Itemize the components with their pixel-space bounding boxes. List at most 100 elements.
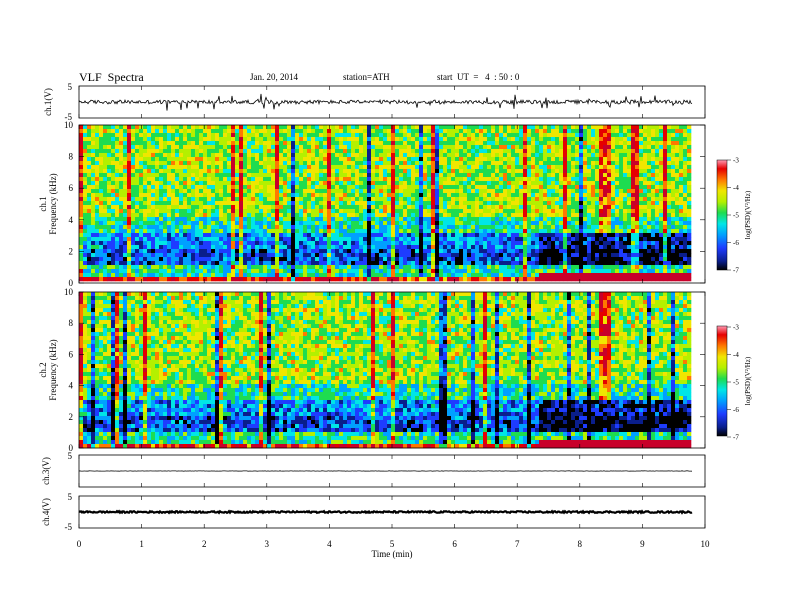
- spec1-cell: [687, 245, 692, 250]
- spec1-cell: [643, 181, 648, 186]
- spec1-cell: [147, 193, 152, 198]
- spec1-cell: [287, 201, 292, 206]
- spec1-cell: [423, 201, 428, 206]
- spec1-cell: [239, 197, 244, 202]
- spec1-cell: [79, 133, 84, 138]
- spec1-cell: [555, 189, 560, 194]
- spec1-cell: [131, 189, 136, 194]
- spec1-cell: [339, 181, 344, 186]
- spec1-cell: [303, 153, 308, 158]
- spec1-cell: [451, 217, 456, 222]
- spec1-cell: [535, 129, 540, 134]
- spec1-cell: [123, 165, 128, 170]
- spec1-cell: [295, 129, 300, 134]
- spec1-cell: [679, 225, 684, 230]
- spec1-cell: [479, 185, 484, 190]
- spec1-cell: [115, 225, 120, 230]
- spec1-cell: [295, 141, 300, 146]
- spec1-cell: [503, 213, 508, 218]
- spec1-cell: [135, 233, 140, 238]
- spec1-cell: [359, 237, 364, 242]
- spec1-cell: [563, 197, 568, 202]
- spec1-cell: [87, 137, 92, 142]
- spec1-cell: [303, 197, 308, 202]
- spec1-cell: [459, 229, 464, 234]
- spec1-cell: [439, 177, 444, 182]
- spec1-cell: [139, 197, 144, 202]
- spec1-cell: [687, 129, 692, 134]
- spec1-cell: [391, 193, 396, 198]
- spec1-cell: [111, 213, 116, 218]
- spec1-cell: [103, 193, 108, 198]
- spec1-cell: [563, 225, 568, 230]
- spec1-cell: [327, 185, 332, 190]
- spec1-cell: [667, 197, 672, 202]
- spec1-cell: [359, 141, 364, 146]
- spec1-cell: [307, 161, 312, 166]
- spec1-cell: [463, 181, 468, 186]
- spec1-cell: [259, 209, 264, 214]
- spec1-cell: [627, 153, 632, 158]
- spec1-cell: [159, 129, 164, 134]
- spec1-cell: [447, 145, 452, 150]
- spec1-cell: [435, 141, 440, 146]
- spec1-cell: [227, 201, 232, 206]
- spec1-cell: [439, 153, 444, 158]
- spec1-cell: [407, 145, 412, 150]
- spec1-cell: [615, 237, 620, 242]
- spec1-cell: [355, 169, 360, 174]
- spec1-cell: [147, 173, 152, 178]
- spec1-cell: [507, 149, 512, 154]
- spec1-cell: [559, 189, 564, 194]
- spec1-cell: [623, 137, 628, 142]
- spec1-cell: [435, 237, 440, 242]
- spec1-cell: [451, 201, 456, 206]
- spec1-cell: [207, 233, 212, 238]
- spec1-cell: [463, 237, 468, 242]
- spec1-cell: [127, 201, 132, 206]
- spec1-cell: [367, 133, 372, 138]
- spec1-cell: [599, 205, 604, 210]
- spec1-cell: [439, 169, 444, 174]
- spec1-cell: [399, 153, 404, 158]
- spec1-cell: [475, 185, 480, 190]
- spec1-cell: [143, 137, 148, 142]
- spec1-cell: [403, 177, 408, 182]
- spec1-cell: [251, 145, 256, 150]
- spec1-cell: [571, 189, 576, 194]
- spec1-cell: [123, 193, 128, 198]
- spec1-cell: [655, 181, 660, 186]
- spec1-cell: [491, 181, 496, 186]
- spec1-cell: [575, 185, 580, 190]
- spec1-cell: [295, 161, 300, 166]
- spec1-cell: [227, 145, 232, 150]
- spec1-cell: [175, 173, 180, 178]
- spec1-cell: [159, 245, 164, 250]
- spec1-cell: [175, 189, 180, 194]
- spec1-cell: [151, 125, 156, 130]
- spec1-cell: [199, 169, 204, 174]
- spec1-cell: [299, 197, 304, 202]
- spec1-cell: [619, 157, 624, 162]
- spec1-cell: [507, 209, 512, 214]
- spec1-cell: [387, 177, 392, 182]
- spec1-cell: [567, 189, 572, 194]
- spec1-cell: [107, 177, 112, 182]
- spec1-cell: [211, 145, 216, 150]
- spec1-cell: [651, 193, 656, 198]
- spec1-cell: [619, 241, 624, 246]
- spec1-cell: [463, 189, 468, 194]
- spec1-cell: [523, 241, 528, 246]
- spec1-cell: [551, 141, 556, 146]
- spec1-cell: [91, 225, 96, 230]
- spec1-cell: [375, 213, 380, 218]
- spec1-cell: [111, 217, 116, 222]
- spec1-cell: [99, 181, 104, 186]
- spec1-cell: [367, 185, 372, 190]
- spec1-cell: [267, 249, 272, 254]
- spec1-cell: [491, 197, 496, 202]
- spec1-cell: [455, 133, 460, 138]
- spec1-cell: [375, 185, 380, 190]
- spec1-cell: [235, 137, 240, 142]
- spec1-cell: [187, 125, 192, 130]
